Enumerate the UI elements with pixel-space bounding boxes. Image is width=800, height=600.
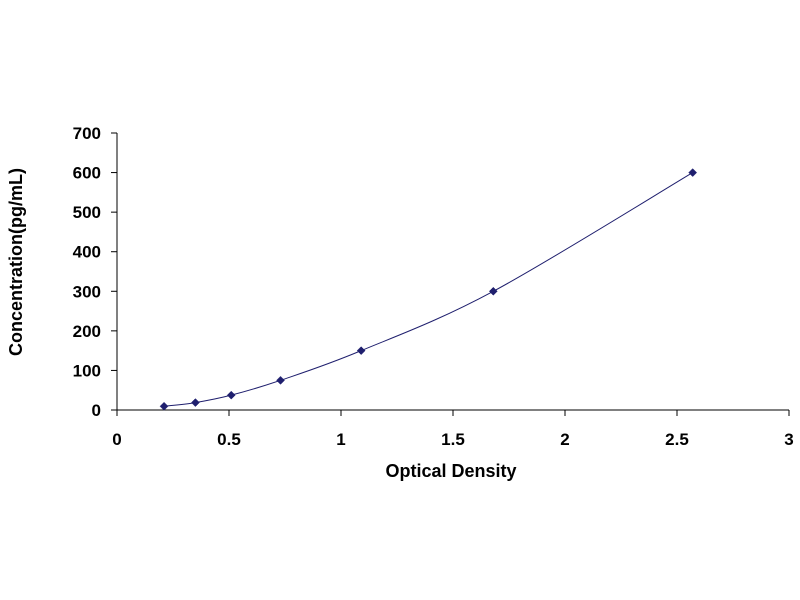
x-tick-label: 2 bbox=[560, 430, 569, 449]
x-axis-title: Optical Density bbox=[385, 461, 516, 481]
y-tick-label: 400 bbox=[73, 243, 101, 262]
data-point bbox=[159, 401, 169, 411]
y-tick-label: 500 bbox=[73, 203, 101, 222]
x-tick-label: 0 bbox=[112, 430, 121, 449]
y-tick-label: 700 bbox=[73, 124, 101, 143]
y-tick-label: 200 bbox=[73, 322, 101, 341]
data-point bbox=[226, 390, 236, 400]
data-point bbox=[488, 286, 498, 296]
y-axis-title: Concentration(pg/mL) bbox=[6, 168, 26, 356]
x-tick-label: 0.5 bbox=[217, 430, 241, 449]
x-tick-label: 2.5 bbox=[665, 430, 689, 449]
data-point bbox=[356, 346, 366, 355]
data-point bbox=[191, 398, 200, 407]
y-tick-label: 600 bbox=[73, 164, 101, 183]
y-tick-label: 300 bbox=[73, 282, 101, 301]
x-tick-label: 1.5 bbox=[441, 430, 465, 449]
y-tick-label: 0 bbox=[92, 401, 101, 420]
y-tick-label: 100 bbox=[73, 361, 101, 380]
x-tick-label: 3 bbox=[784, 430, 793, 449]
x-tick-label: 1 bbox=[336, 430, 345, 449]
trend-curve bbox=[163, 172, 693, 407]
data-point bbox=[688, 168, 698, 177]
data-point bbox=[276, 375, 285, 385]
